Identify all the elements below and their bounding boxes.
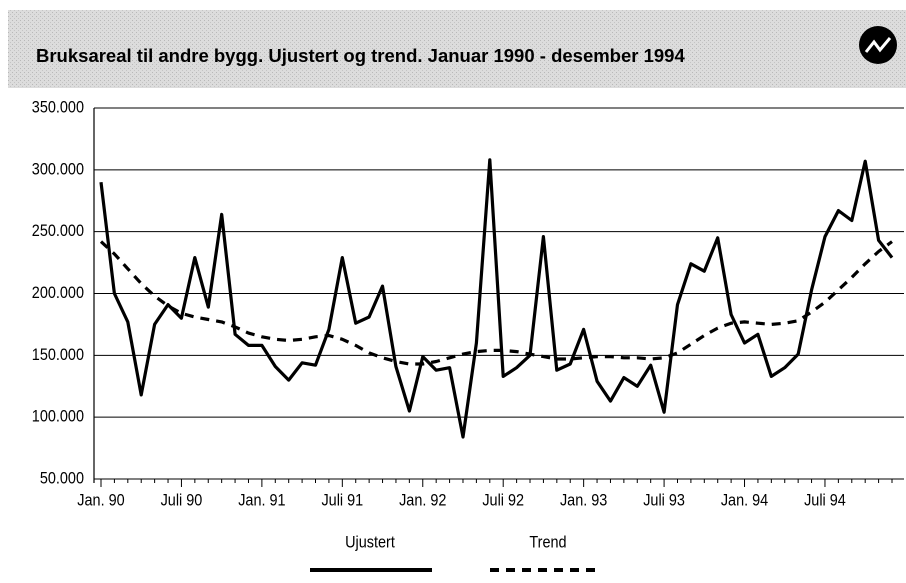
x-tick-label: Jan. 91 <box>238 491 285 509</box>
y-tick-label: 200.000 <box>32 284 84 302</box>
x-tick-label: Juli 90 <box>161 491 203 509</box>
chart-title: Bruksareal til andre bygg. Ujustert og t… <box>36 45 685 66</box>
x-tick-label: Juli 93 <box>643 491 685 509</box>
y-tick-label: 150.000 <box>32 346 84 364</box>
series-line <box>99 240 893 366</box>
logo <box>859 26 897 64</box>
x-tick-label: Jan. 90 <box>77 491 125 509</box>
x-tick-label: Jan. 94 <box>721 491 769 509</box>
series-line <box>99 158 894 439</box>
legend-label: Ujustert <box>345 533 395 551</box>
legend-label: Trend <box>529 533 566 551</box>
x-tick-label: Juli 91 <box>321 491 363 509</box>
x-tick-label: Jan. 93 <box>560 491 608 509</box>
y-tick-label: 250.000 <box>32 222 84 240</box>
x-tick-label: Juli 94 <box>804 491 846 509</box>
y-tick-label: 50.000 <box>40 469 84 487</box>
x-tick-label: Juli 92 <box>482 491 524 509</box>
y-tick-label: 100.000 <box>32 408 84 426</box>
header-band <box>8 10 906 88</box>
y-tick-label: 350.000 <box>32 98 84 116</box>
x-tick-label: Jan. 92 <box>399 491 446 509</box>
y-tick-label: 300.000 <box>32 160 84 178</box>
